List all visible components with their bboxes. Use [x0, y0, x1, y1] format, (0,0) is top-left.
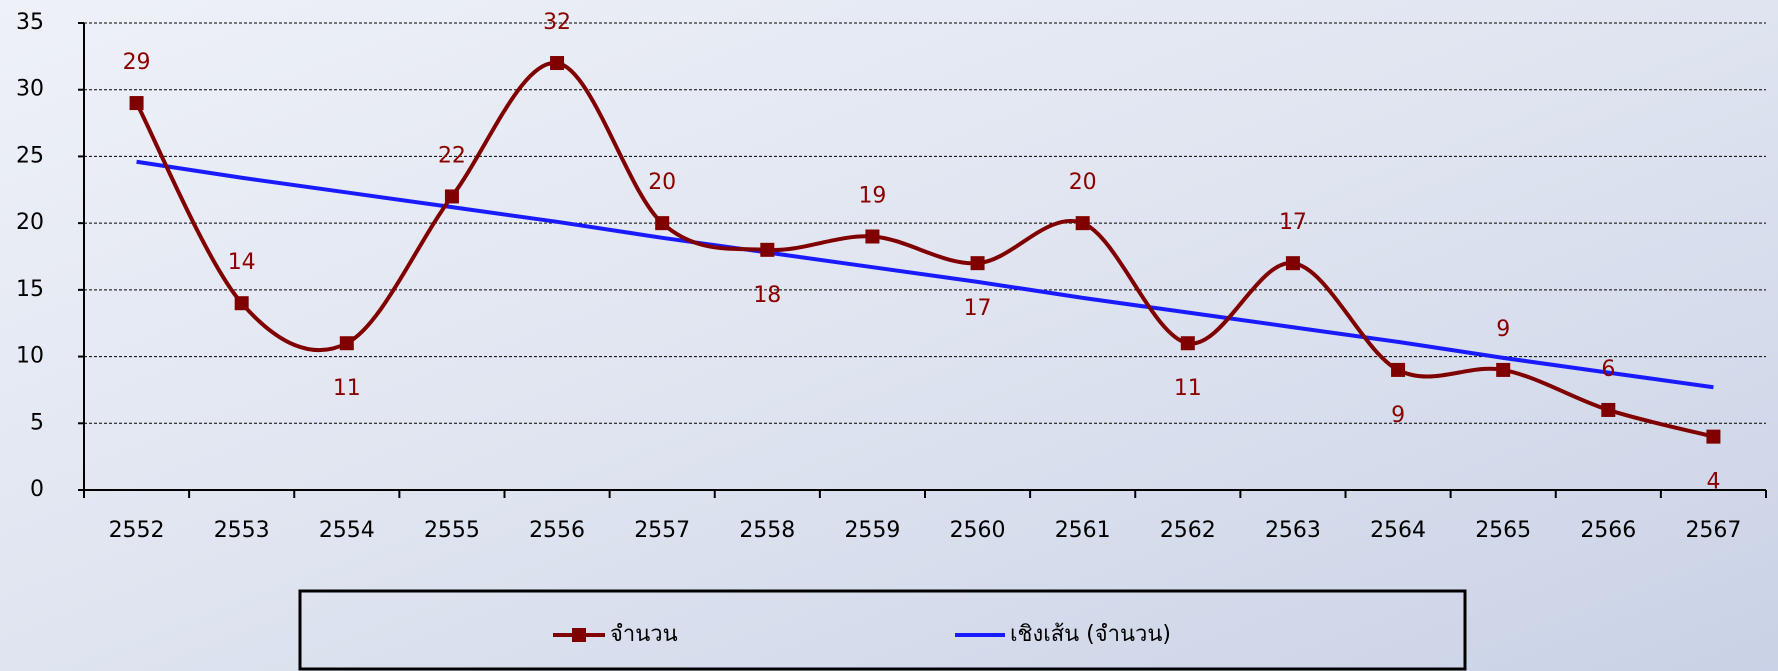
x-tick-label: 2555: [424, 518, 480, 543]
marker: [865, 229, 880, 244]
legend-box: [298, 589, 1467, 671]
y-tick-label: 10: [16, 344, 44, 369]
data-label: 9: [1496, 317, 1510, 342]
x-tick-label: 2562: [1160, 518, 1216, 543]
marker: [1075, 216, 1090, 231]
x-tick-label: 2567: [1685, 518, 1741, 543]
marker: [444, 189, 459, 204]
y-tick-label: 20: [16, 210, 44, 235]
data-label: 32: [543, 10, 571, 35]
marker: [655, 216, 670, 231]
data-label: 17: [964, 296, 992, 321]
marker: [1180, 336, 1195, 351]
data-label: 14: [228, 250, 256, 275]
x-tick-label: 2554: [319, 518, 375, 543]
trend-line: [136, 159, 1714, 390]
marker: [1496, 362, 1511, 377]
x-tick-label: 2560: [950, 518, 1006, 543]
data-label: 18: [753, 283, 781, 308]
x-tick-label: 2559: [844, 518, 900, 543]
x-tick-label: 2552: [109, 518, 165, 543]
data-label: 11: [1174, 376, 1202, 401]
marker: [234, 296, 249, 311]
marker: [1706, 429, 1721, 444]
data-label: 6: [1601, 357, 1615, 382]
x-tick-label: 2557: [634, 518, 690, 543]
x-tick-label: 2553: [214, 518, 270, 543]
marker: [1391, 362, 1406, 377]
legend-marker: [572, 628, 586, 642]
data-label: 4: [1706, 470, 1720, 495]
marker: [1285, 256, 1300, 271]
marker: [760, 242, 775, 257]
x-tick-label: 2558: [739, 518, 795, 543]
data-label: 17: [1279, 210, 1307, 235]
marker: [970, 256, 985, 271]
data-label: 9: [1391, 403, 1405, 428]
x-tick-label: 2563: [1265, 518, 1321, 543]
y-tick-label: 0: [30, 477, 44, 502]
marker: [1601, 402, 1616, 417]
y-tick-label: 30: [16, 77, 44, 102]
legend-label: เชิงเส้น (จำนวน): [1010, 622, 1171, 647]
y-tick-label: 35: [16, 10, 44, 35]
data-line: [134, 61, 1714, 439]
data-label: 20: [648, 170, 676, 195]
data-label: 20: [1069, 170, 1097, 195]
data-label: 29: [123, 50, 151, 75]
y-tick-label: 15: [16, 277, 44, 302]
x-tick-label: 2564: [1370, 518, 1426, 543]
legend-label: จำนวน: [610, 622, 678, 647]
x-tick-label: 2561: [1055, 518, 1111, 543]
data-label: 19: [858, 183, 886, 208]
marker: [550, 56, 565, 71]
data-label: 11: [333, 376, 361, 401]
y-tick-label: 5: [30, 410, 44, 435]
marker: [129, 96, 144, 111]
x-tick-label: 2566: [1580, 518, 1636, 543]
x-tick-label: 2565: [1475, 518, 1531, 543]
data-label: 22: [438, 143, 466, 168]
x-tick-label: 2556: [529, 518, 585, 543]
y-tick-label: 25: [16, 143, 44, 168]
marker: [339, 336, 354, 351]
